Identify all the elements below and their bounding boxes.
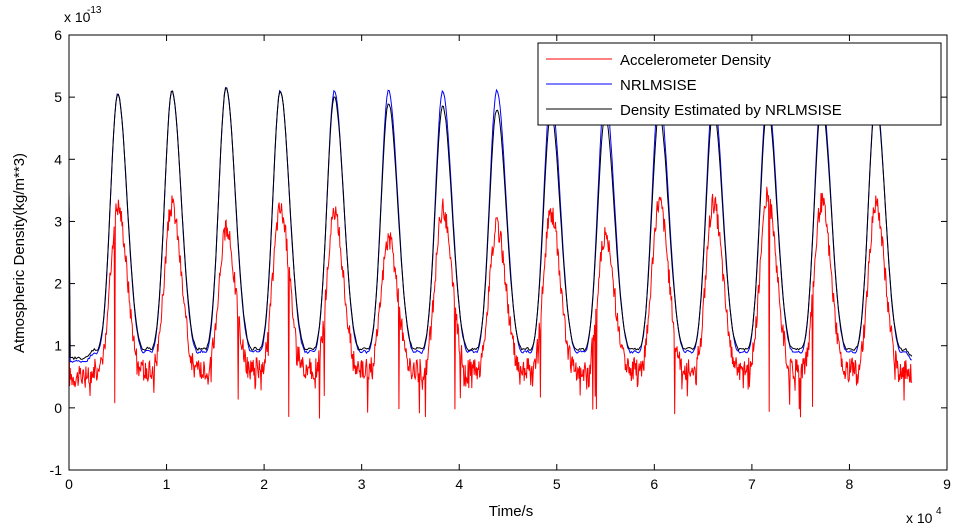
legend-label-estimated: Density Estimated by NRLMSISE — [620, 102, 842, 119]
y-tick-label: 2 — [54, 276, 62, 292]
y-tick-label: 5 — [54, 89, 62, 105]
legend-label-nrlmsise: NRLMSISE — [620, 77, 697, 94]
x-tick-label: 8 — [846, 476, 854, 492]
plot-frame — [68, 34, 948, 471]
y-tick-label: 3 — [54, 213, 62, 229]
x-tick-label: 6 — [650, 476, 658, 492]
x-tick-label: 2 — [260, 476, 268, 492]
y-tick-label: 0 — [54, 400, 62, 416]
x-tick-label: 9 — [943, 476, 951, 492]
y-tick-label: 4 — [54, 151, 62, 167]
y-tick-label: 6 — [54, 27, 62, 43]
y-scale-exponent: -13 — [87, 5, 102, 16]
axis-ticks — [68, 34, 948, 471]
legend: Accelerometer Density NRLMSISE Density E… — [537, 42, 942, 126]
x-tick-label: 7 — [748, 476, 756, 492]
y-axis-title: Atmospheric Density(kg/m**3) — [11, 153, 28, 353]
x-scale-label: x 10 — [906, 510, 933, 526]
x-axis-title: Time/s — [489, 503, 533, 520]
y-scale-label: x 10 — [64, 9, 91, 25]
x-scale-exponent: 4 — [936, 506, 942, 517]
series-line-3 — [68, 87, 913, 361]
y-tick-label: -1 — [50, 462, 63, 478]
legend-label-accelerometer: Accelerometer Density — [620, 52, 771, 69]
y-tick-label: 1 — [54, 338, 62, 354]
x-tick-label: 0 — [65, 476, 73, 492]
x-tick-label: 1 — [163, 476, 171, 492]
x-tick-label: 3 — [358, 476, 366, 492]
x-tick-label: 5 — [553, 476, 561, 492]
series-line-1 — [68, 186, 913, 419]
x-tick-label: 4 — [455, 476, 463, 492]
